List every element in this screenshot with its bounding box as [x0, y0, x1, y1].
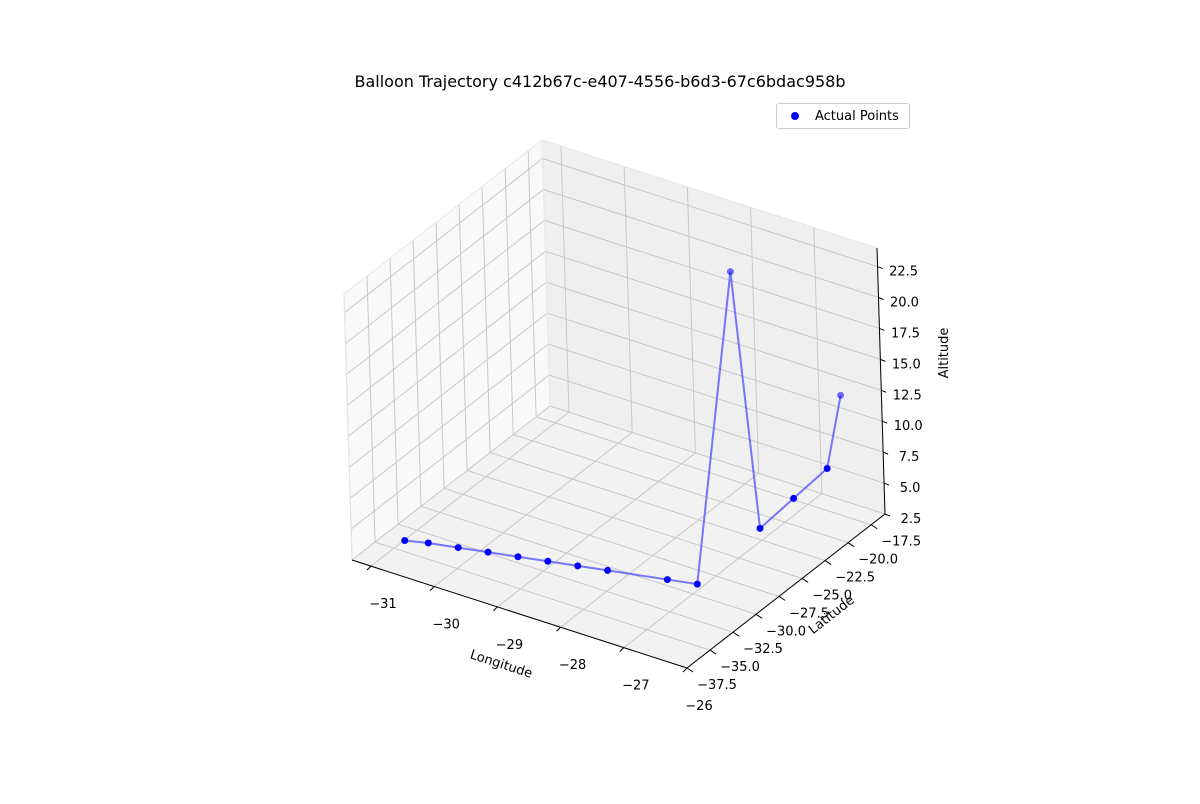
x-tick-3: [556, 626, 561, 632]
y-tick-label-8: −17.5: [881, 535, 921, 550]
y-tick-2: [732, 631, 740, 637]
z-tick-8: [877, 266, 883, 270]
z-tick-3: [882, 420, 888, 424]
z-tick-label-2: 7.5: [899, 450, 920, 465]
y-axis-line: [686, 513, 886, 669]
y-tick-label-4: −27.5: [789, 606, 829, 621]
chart-title: Balloon Trajectory c412b67c-e407-4556-b6…: [354, 72, 846, 91]
x-tick-0: [366, 565, 372, 571]
x-tick-1: [429, 586, 435, 591]
y-tick-label-2: −32.5: [743, 642, 783, 657]
data-point-13: [823, 464, 831, 472]
x-tick-5: [682, 667, 688, 673]
y-tick-0: [686, 667, 694, 673]
x-tick-label-2: −29: [496, 638, 523, 653]
y-tick-label-3: −30.0: [766, 624, 806, 639]
z-tick-5: [880, 358, 886, 362]
data-point-6: [574, 562, 582, 570]
z-tick-2: [882, 451, 889, 455]
y-tick-1: [709, 649, 717, 655]
data-point-9: [693, 580, 701, 588]
z-tick-4: [881, 389, 887, 393]
z-tick-label-7: 20.0: [890, 295, 919, 310]
data-point-2: [454, 544, 462, 552]
x-tick-label-0: −31: [369, 597, 396, 612]
pane-edge-left-front: [343, 293, 353, 561]
data-point-14: [837, 391, 845, 399]
legend: Actual Points: [776, 103, 910, 129]
pane-edge-back-top: [541, 139, 878, 249]
legend-label-actual-points: Actual Points: [815, 108, 899, 124]
z-tick-label-0: 2.5: [901, 512, 922, 527]
x-tick-label-1: −30: [432, 617, 459, 632]
y-tick-4: [778, 595, 786, 601]
pane-edge-left-top: [343, 139, 543, 295]
y-tick-3: [755, 613, 763, 619]
y-tick-5: [801, 578, 809, 583]
x-tick-label-5: −26: [685, 699, 712, 714]
data-point-8: [663, 576, 671, 584]
z-tick-label-8: 22.5: [889, 265, 918, 280]
x-tick-2: [493, 606, 498, 612]
y-tick-6: [824, 560, 832, 565]
x-tick-4: [619, 647, 625, 652]
x-tick-label-3: −28: [559, 658, 586, 673]
data-point-0: [401, 536, 409, 544]
z-axis-label: Altitude: [937, 328, 952, 379]
x-tick-label-4: −27: [622, 679, 649, 694]
x-axis-line: [351, 559, 688, 669]
z-tick-label-6: 17.5: [891, 326, 920, 341]
data-point-1: [424, 539, 432, 547]
z-tick-0: [884, 513, 891, 517]
data-point-5: [544, 557, 552, 565]
data-point-3: [484, 548, 492, 556]
data-point-11: [756, 524, 764, 532]
y-tick-8: [870, 524, 878, 530]
legend-marker-actual-points: [791, 112, 799, 120]
data-point-12: [790, 494, 798, 502]
back-pane: [542, 140, 885, 514]
data-point-7: [604, 566, 612, 574]
data-point-10: [726, 268, 734, 276]
z-tick-7: [878, 297, 884, 300]
y-tick-label-6: −22.5: [835, 571, 875, 586]
z-tick-6: [879, 327, 885, 331]
y-tick-7: [847, 542, 855, 548]
y-tick-label-0: −37.5: [697, 678, 737, 693]
y-tick-label-7: −20.0: [858, 553, 898, 568]
z-tick-label-3: 10.0: [894, 419, 923, 434]
z-tick-1: [883, 482, 890, 486]
z-axis-line: [876, 247, 886, 515]
data-point-4: [514, 553, 522, 561]
z-tick-label-5: 15.0: [892, 357, 921, 372]
y-tick-label-5: −25.0: [812, 588, 852, 603]
y-tick-label-1: −35.0: [720, 660, 760, 675]
z-tick-label-4: 12.5: [893, 388, 922, 403]
z-tick-label-1: 5.0: [900, 481, 921, 496]
pane-edge-back-corner: [541, 139, 551, 407]
